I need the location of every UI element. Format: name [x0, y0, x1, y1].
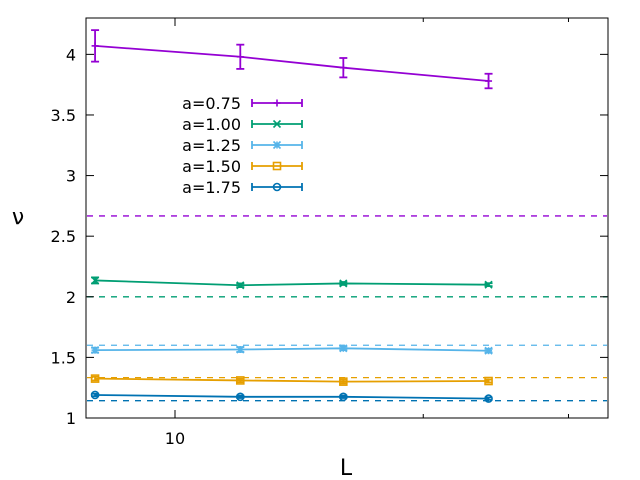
legend-entry-a=1.50: a=1.50	[182, 157, 303, 176]
marker-stroke	[484, 376, 493, 386]
legend-label: a=1.25	[182, 136, 241, 155]
legend-entry-a=1.75: a=1.75	[182, 178, 303, 197]
y-tick-label: 4	[66, 45, 76, 64]
legend-label: a=1.75	[182, 178, 241, 197]
legend-entry-a=1.25: a=1.25	[182, 136, 303, 155]
y-tick-label: 1.5	[51, 348, 76, 367]
marker-stroke	[484, 394, 493, 403]
legend-label: a=1.50	[182, 157, 241, 176]
marker-stroke	[90, 390, 100, 400]
y-axis-label: ν	[12, 205, 24, 230]
marker-stroke	[339, 279, 348, 288]
marker-stroke	[90, 374, 100, 383]
data-point	[339, 392, 348, 402]
legend-marker	[272, 161, 282, 171]
marker-stroke	[236, 345, 245, 354]
data-point	[236, 345, 245, 354]
data-point	[235, 392, 245, 402]
marker-stroke	[272, 182, 282, 192]
x-axis-label: L	[340, 456, 353, 480]
series-a=1.75	[90, 390, 493, 403]
series-a=1.25	[91, 344, 493, 355]
marker-stroke	[272, 119, 282, 129]
legend-marker	[273, 99, 281, 107]
y-tick-label: 3.5	[51, 106, 76, 125]
data-point	[91, 346, 100, 355]
marker-stroke	[339, 344, 348, 353]
data-point	[90, 374, 100, 383]
data-point	[485, 77, 493, 85]
marker-stroke	[272, 161, 282, 171]
data-point	[339, 344, 348, 353]
series-a=1.00	[91, 276, 493, 290]
marker-stroke	[339, 392, 348, 402]
legend: a=0.75 a=1.00 a=1.25 a=1.50 a=1.75	[182, 94, 303, 197]
legend-entry-a=0.75: a=0.75	[182, 94, 303, 113]
legend-entry-a=1.00: a=1.00	[182, 115, 303, 134]
series-a=0.75	[91, 29, 493, 90]
data-point	[91, 42, 99, 50]
data-point	[484, 280, 493, 289]
marker-stroke	[484, 280, 493, 289]
marker-stroke	[236, 281, 245, 290]
series-line	[95, 347, 489, 352]
legend-marker	[272, 182, 282, 192]
data-point	[236, 53, 244, 61]
legend-marker	[272, 140, 282, 150]
legend-marker	[272, 119, 282, 129]
marker-stroke	[91, 276, 100, 285]
y-tick-label: 3	[66, 167, 76, 186]
data-series	[90, 29, 493, 403]
data-point	[339, 377, 348, 386]
marker-stroke	[91, 346, 100, 355]
data-point	[339, 64, 347, 72]
data-point	[236, 281, 245, 290]
x-tick-label: 10	[165, 429, 185, 448]
legend-label: a=0.75	[182, 94, 241, 113]
reference-lines	[87, 215, 607, 402]
marker-stroke	[272, 140, 282, 150]
data-point	[339, 279, 348, 288]
series-line	[95, 279, 489, 287]
marker-stroke	[235, 392, 245, 402]
marker-stroke	[235, 376, 245, 385]
axis-ticks: 1 1.5 2 2.5 3 3.5 4 10	[51, 18, 608, 448]
series-line	[95, 394, 489, 400]
data-point	[484, 346, 493, 355]
plot-border	[85, 17, 609, 419]
plot-frame	[85, 17, 609, 419]
data-point	[235, 376, 245, 385]
series-line	[95, 377, 489, 383]
marker-stroke	[339, 377, 348, 386]
y-tick-label: 2.5	[51, 227, 76, 246]
y-tick-label: 2	[66, 288, 76, 307]
series-a=1.50	[90, 374, 493, 386]
data-point	[90, 390, 100, 400]
data-point	[484, 394, 493, 403]
series-line	[95, 44, 489, 82]
y-tick-label: 1	[66, 409, 76, 428]
data-point	[91, 276, 100, 285]
marker-stroke	[484, 346, 493, 355]
legend-label: a=1.00	[182, 115, 241, 134]
data-point	[484, 376, 493, 386]
